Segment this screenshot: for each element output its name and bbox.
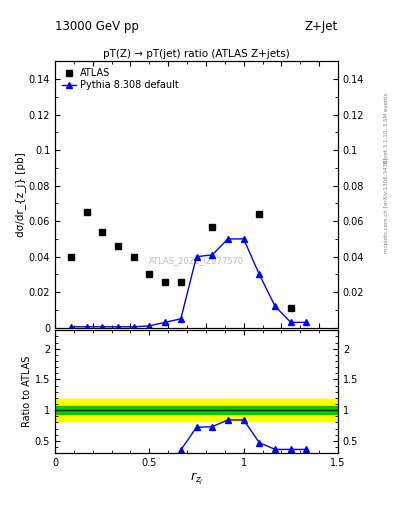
- ATLAS: [100, 229, 105, 235]
- X-axis label: $r_{z_j}$: $r_{z_j}$: [190, 471, 203, 487]
- ATLAS: [178, 279, 183, 285]
- Text: 13000 GeV pp: 13000 GeV pp: [55, 20, 139, 33]
- Y-axis label: Ratio to ATLAS: Ratio to ATLAS: [22, 356, 32, 428]
- Line: ATLAS: ATLAS: [68, 209, 294, 311]
- Text: Rivet 3.1.10, 3.5M events: Rivet 3.1.10, 3.5M events: [384, 93, 389, 163]
- Pythia 8.308 default: [194, 253, 199, 260]
- ATLAS: [210, 223, 215, 229]
- Pythia 8.308 default: [116, 324, 120, 330]
- Pythia 8.308 default: [147, 323, 152, 329]
- Pythia 8.308 default: [288, 319, 293, 326]
- Pythia 8.308 default: [100, 324, 105, 330]
- Pythia 8.308 default: [178, 316, 183, 322]
- ATLAS: [147, 271, 152, 278]
- Legend: ATLAS, Pythia 8.308 default: ATLAS, Pythia 8.308 default: [58, 65, 183, 94]
- ATLAS: [84, 209, 89, 216]
- Line: Pythia 8.308 default: Pythia 8.308 default: [68, 236, 310, 330]
- Pythia 8.308 default: [226, 236, 230, 242]
- ATLAS: [288, 305, 293, 311]
- Pythia 8.308 default: [68, 324, 73, 330]
- ATLAS: [163, 279, 167, 285]
- Pythia 8.308 default: [163, 319, 167, 326]
- Text: ATLAS_2022_I2077570: ATLAS_2022_I2077570: [149, 257, 244, 266]
- Pythia 8.308 default: [257, 271, 262, 278]
- Pythia 8.308 default: [241, 236, 246, 242]
- Pythia 8.308 default: [84, 324, 89, 330]
- ATLAS: [131, 253, 136, 260]
- Pythia 8.308 default: [304, 319, 309, 326]
- Pythia 8.308 default: [210, 252, 215, 258]
- Pythia 8.308 default: [131, 324, 136, 330]
- ATLAS: [116, 243, 120, 249]
- ATLAS: [257, 211, 262, 217]
- Title: pT(Z) → pT(jet) ratio (ATLAS Z+jets): pT(Z) → pT(jet) ratio (ATLAS Z+jets): [103, 49, 290, 59]
- Text: Z+Jet: Z+Jet: [305, 20, 338, 33]
- Text: mcplots.cern.ch [arXiv:1306.3436]: mcplots.cern.ch [arXiv:1306.3436]: [384, 157, 389, 252]
- ATLAS: [68, 253, 73, 260]
- Y-axis label: dσ/dr_{z_j} [pb]: dσ/dr_{z_j} [pb]: [15, 152, 26, 237]
- Pythia 8.308 default: [273, 303, 277, 309]
